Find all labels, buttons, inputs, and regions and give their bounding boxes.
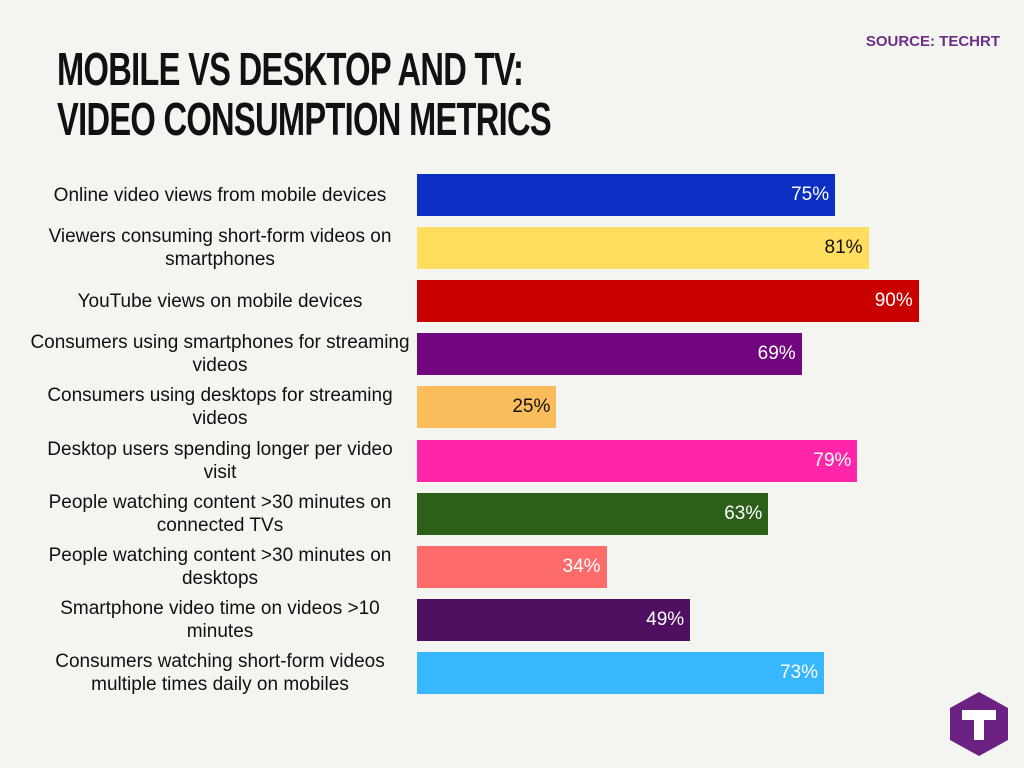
category-label: Consumers using desktops for streaming v… xyxy=(47,385,393,430)
category-label: Consumers watching short-form videos mul… xyxy=(55,650,385,695)
bar xyxy=(417,598,691,641)
logo xyxy=(950,692,1008,756)
category-label: YouTube views on mobile devices xyxy=(77,290,363,312)
value-label: 81% xyxy=(824,237,863,259)
bar xyxy=(417,386,557,429)
category-label: People watching content >30 minutes on d… xyxy=(48,544,392,589)
value-label: 49% xyxy=(646,608,685,630)
bar xyxy=(417,333,802,376)
bar xyxy=(417,174,836,216)
category-label: Desktop users spending longer per video … xyxy=(47,438,393,483)
chart-title: MOBILE VS DESKTOP AND TV: VIDEO CONSUMPT… xyxy=(57,43,552,145)
value-label: 63% xyxy=(724,502,763,524)
value-label: 34% xyxy=(562,555,601,577)
category-label: Online video views from mobile devices xyxy=(53,184,387,206)
bar xyxy=(417,227,869,270)
bar xyxy=(417,280,919,323)
value-label: 75% xyxy=(791,184,830,205)
category-label: Consumers using smartphones for streamin… xyxy=(30,332,410,377)
bar xyxy=(417,545,607,588)
source: SOURCE: TECHRT xyxy=(865,33,1000,50)
value-label: 69% xyxy=(757,343,796,365)
value-label: 90% xyxy=(874,290,913,312)
bar xyxy=(417,492,769,535)
category-label: Smartphone video time on videos >10 minu… xyxy=(60,597,380,642)
value-label: 25% xyxy=(512,396,551,418)
value-label: 79% xyxy=(813,449,852,471)
category-label: Viewers consuming short-form videos on s… xyxy=(48,226,392,271)
bar xyxy=(417,439,858,482)
value-label: 73% xyxy=(779,661,818,683)
bar xyxy=(417,651,824,694)
category-label: People watching content >30 minutes on c… xyxy=(48,491,392,536)
